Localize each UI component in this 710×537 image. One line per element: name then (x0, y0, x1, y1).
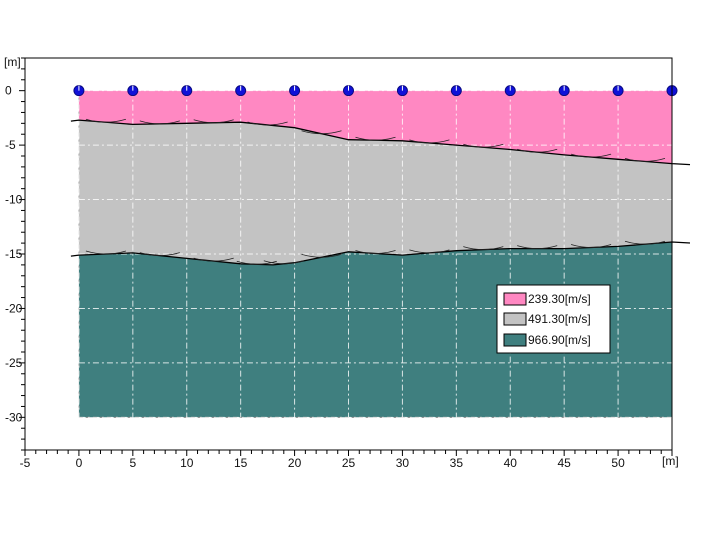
layer-2-area (78, 120, 672, 265)
axes: -5 0 5 10 15 20 25 30 35 40 45 50 0 -5 -10 -15 -20 -25 -30 (5, 57, 673, 470)
x-tick-label: 25 (342, 456, 356, 470)
boundary-1-arc (193, 119, 234, 124)
legend-label-2: 491.30[m/s] (528, 312, 591, 326)
y-tick-label: -25 (5, 356, 23, 370)
legend-item-2: 491.30[m/s] (503, 312, 591, 326)
boundary-2-arc (236, 260, 277, 265)
legend-item-3: 966.90[m/s] (503, 333, 591, 347)
x-tick-label: 15 (234, 456, 248, 470)
boundary-1-arc (570, 153, 612, 158)
boundary-1-arc (247, 121, 288, 126)
x-tick-label: 50 (611, 456, 625, 470)
legend-label-1: 239.30[m/s] (528, 292, 591, 306)
boundary-2-arc (139, 252, 180, 256)
x-tick-label: 10 (180, 456, 194, 470)
legend: 239.30[m/s] 491.30[m/s] 966.90[m/s] (496, 284, 611, 354)
boundary-2-arc (193, 257, 234, 262)
y-unit-label: [m] (4, 55, 21, 69)
boundary-1-arc (624, 158, 666, 162)
x-tick-label: 0 (76, 456, 83, 470)
x-tick-label: 5 (129, 456, 136, 470)
legend-label-3: 966.90[m/s] (528, 333, 591, 347)
boundary-1-arc (301, 130, 342, 135)
boundary-2-arc (355, 250, 396, 254)
y-tick-label: 0 (5, 84, 12, 98)
boundaries (70, 118, 691, 266)
boundary-1-arc (85, 118, 127, 123)
boundary-2-arc (463, 246, 504, 250)
x-tick-label: 35 (450, 456, 464, 470)
y-tick-label: -20 (5, 301, 23, 315)
y-tick-label: -5 (5, 138, 16, 152)
boundary-2-arc (263, 260, 304, 265)
boundary-1-arc (139, 120, 180, 125)
legend-item-1: 239.30[m/s] (503, 292, 591, 306)
y-tick-label: -15 (5, 247, 23, 261)
boundary-1-arc (409, 139, 450, 144)
boundary-1-arc (355, 136, 396, 141)
legend-swatch-3 (503, 333, 527, 347)
boundary-2-arc (301, 253, 342, 258)
x-tick-label: -5 (20, 456, 31, 470)
x-unit-label: [m] (662, 454, 679, 468)
boundary-1-arc (517, 148, 558, 153)
legend-swatch-2 (503, 312, 527, 326)
y-tick-label: -10 (5, 193, 23, 207)
boundary-1-arc (463, 143, 504, 148)
y-tick-label: -30 (5, 410, 23, 424)
x-tick-label: 45 (557, 456, 571, 470)
boundary-2-arc (517, 245, 558, 249)
x-tick-label: 30 (396, 456, 410, 470)
legend-swatch-1 (503, 292, 527, 306)
boundary-2-arc (570, 244, 612, 248)
boundary-2-arc (409, 249, 450, 254)
geophones (73, 85, 678, 97)
x-tick-label: 40 (504, 456, 518, 470)
boundary-2-arc (85, 250, 127, 255)
x-tick-label: 20 (288, 456, 302, 470)
boundary-2-arc (624, 240, 666, 245)
